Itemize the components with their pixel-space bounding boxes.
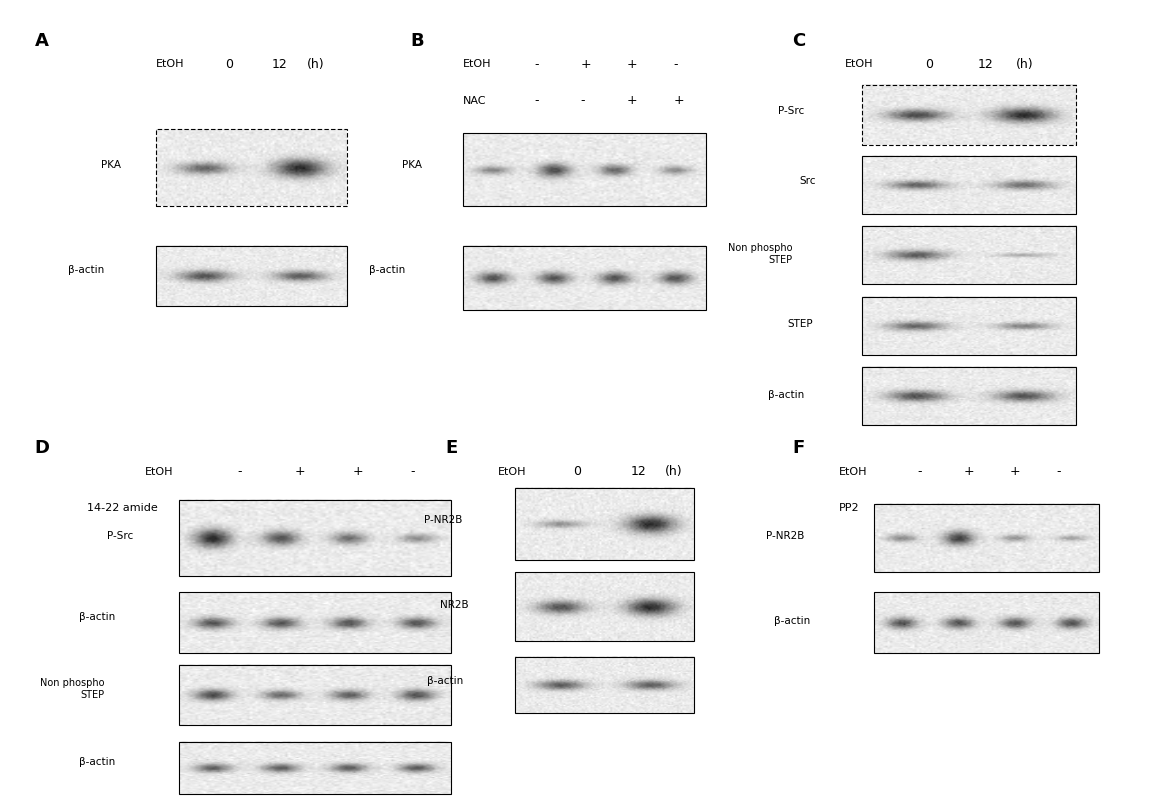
Bar bbox=[862, 156, 1076, 214]
Text: +: + bbox=[964, 465, 974, 478]
Text: A: A bbox=[35, 32, 49, 50]
Text: +: + bbox=[1010, 465, 1020, 478]
Text: Non phospho
STEP: Non phospho STEP bbox=[39, 679, 104, 700]
Text: P-NR2B: P-NR2B bbox=[766, 531, 804, 541]
Bar bbox=[179, 592, 451, 653]
Text: 12: 12 bbox=[631, 465, 647, 478]
Text: EtOH: EtOH bbox=[145, 467, 174, 476]
Text: 0: 0 bbox=[926, 58, 934, 71]
Bar bbox=[179, 742, 451, 794]
Bar bbox=[463, 133, 706, 206]
Text: +: + bbox=[1010, 501, 1020, 514]
Bar bbox=[179, 665, 451, 725]
Text: 12: 12 bbox=[272, 58, 288, 71]
Text: C: C bbox=[793, 32, 805, 50]
Text: 14-22 amide: 14-22 amide bbox=[87, 503, 157, 513]
Text: +: + bbox=[627, 58, 638, 71]
Text: P-NR2B: P-NR2B bbox=[425, 515, 463, 525]
Text: -: - bbox=[535, 94, 539, 107]
Text: B: B bbox=[411, 32, 425, 50]
Text: +: + bbox=[411, 501, 421, 514]
Text: P-Src: P-Src bbox=[106, 531, 133, 541]
Text: -: - bbox=[535, 58, 539, 71]
Text: Src: Src bbox=[799, 177, 816, 186]
Bar bbox=[179, 500, 451, 576]
Text: -: - bbox=[964, 501, 968, 514]
Text: P-Src: P-Src bbox=[778, 106, 804, 116]
Text: EtOH: EtOH bbox=[498, 467, 526, 476]
Bar bbox=[862, 367, 1076, 425]
Text: Non phospho
STEP: Non phospho STEP bbox=[728, 243, 793, 264]
Text: +: + bbox=[627, 94, 638, 107]
Text: β-actin: β-actin bbox=[768, 390, 804, 400]
Text: -: - bbox=[918, 501, 922, 514]
Text: β-actin: β-actin bbox=[427, 676, 463, 686]
Text: β-actin: β-actin bbox=[369, 265, 405, 275]
Text: +: + bbox=[353, 465, 363, 478]
Text: 12: 12 bbox=[978, 58, 994, 71]
Bar bbox=[156, 246, 347, 306]
Text: β-actin: β-actin bbox=[774, 616, 810, 625]
Text: β-actin: β-actin bbox=[68, 265, 104, 275]
Text: +: + bbox=[581, 58, 591, 71]
Text: NAC: NAC bbox=[463, 96, 486, 106]
Text: +: + bbox=[1056, 501, 1067, 514]
Text: PKA: PKA bbox=[403, 160, 422, 170]
Text: -: - bbox=[295, 501, 300, 514]
Text: -: - bbox=[1056, 465, 1061, 478]
Text: F: F bbox=[793, 439, 805, 457]
Text: EtOH: EtOH bbox=[845, 60, 874, 69]
Bar bbox=[874, 504, 1099, 572]
Bar bbox=[862, 297, 1076, 355]
Text: EtOH: EtOH bbox=[156, 60, 185, 69]
Text: β-actin: β-actin bbox=[80, 612, 116, 621]
Text: -: - bbox=[673, 58, 678, 71]
Text: -: - bbox=[411, 465, 415, 478]
Text: +: + bbox=[295, 465, 305, 478]
Text: STEP: STEP bbox=[788, 319, 813, 329]
Text: NR2B: NR2B bbox=[440, 600, 469, 609]
Bar bbox=[862, 85, 1076, 145]
Text: EtOH: EtOH bbox=[463, 60, 492, 69]
Text: -: - bbox=[581, 94, 585, 107]
Text: 0: 0 bbox=[226, 58, 234, 71]
Bar bbox=[515, 572, 694, 641]
Bar bbox=[862, 226, 1076, 284]
Text: PP2: PP2 bbox=[839, 503, 860, 513]
Bar bbox=[874, 592, 1099, 653]
Text: PKA: PKA bbox=[102, 160, 121, 170]
Text: -: - bbox=[918, 465, 922, 478]
Bar bbox=[156, 129, 347, 206]
Text: 0: 0 bbox=[573, 465, 581, 478]
Text: +: + bbox=[673, 94, 684, 107]
Text: β-actin: β-actin bbox=[80, 757, 116, 767]
Bar bbox=[515, 488, 694, 560]
Text: -: - bbox=[237, 465, 242, 478]
Text: (h): (h) bbox=[665, 465, 683, 478]
Text: E: E bbox=[445, 439, 458, 457]
Text: (h): (h) bbox=[1016, 58, 1033, 71]
Text: +: + bbox=[353, 501, 363, 514]
Bar bbox=[515, 657, 694, 713]
Text: D: D bbox=[35, 439, 50, 457]
Bar bbox=[463, 246, 706, 310]
Text: EtOH: EtOH bbox=[839, 467, 868, 476]
Text: (h): (h) bbox=[307, 58, 324, 71]
Text: -: - bbox=[237, 501, 242, 514]
